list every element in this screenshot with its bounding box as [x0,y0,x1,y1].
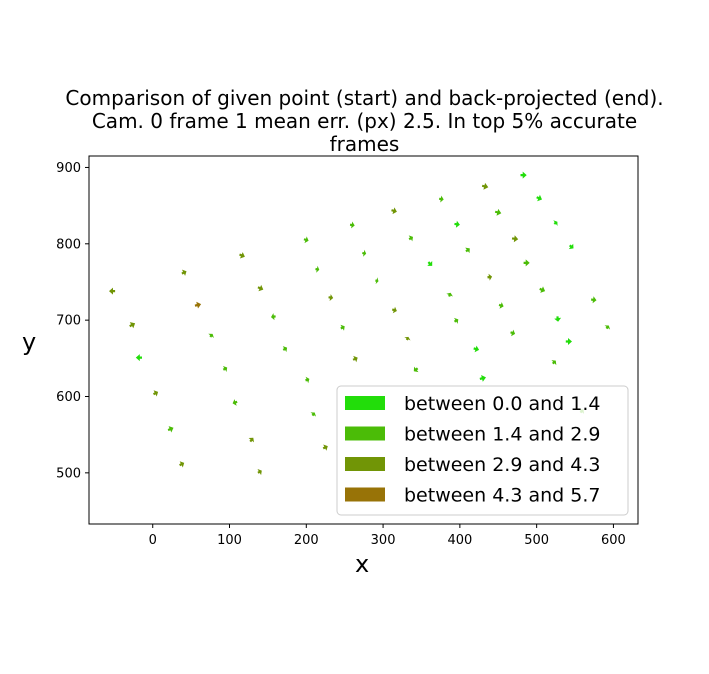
error-arrow [349,221,355,229]
error-arrow [352,355,358,363]
y-tick-label: 500 [56,466,81,481]
error-arrow [427,261,433,266]
error-arrow [181,269,187,276]
error-arrow [328,294,334,301]
error-arrow [257,469,262,476]
error-arrow [591,296,597,304]
error-arrow [454,220,460,228]
error-arrow [208,333,214,338]
error-arrow [487,273,493,281]
y-tick-label: 900 [56,161,81,176]
legend-label: between 4.3 and 5.7 [404,485,600,507]
x-tick-label: 0 [149,533,157,548]
error-arrow [539,286,546,293]
error-arrow [520,171,527,179]
error-arrow [568,243,574,250]
error-arrow [248,437,254,443]
error-arrow [194,301,202,309]
x-tick-label: 200 [294,533,319,548]
error-arrow [510,329,516,337]
x-tick-label: 100 [217,533,242,548]
error-arrow [167,426,174,433]
y-tick-label: 800 [56,237,81,252]
error-arrow [391,207,397,215]
error-arrow [303,236,309,244]
error-arrow [222,366,228,372]
error-arrow [536,194,542,202]
error-arrow [322,444,328,451]
error-arrow [494,208,502,216]
error-arrow [375,277,379,285]
error-arrow [257,284,264,292]
error-arrow [391,306,397,314]
plot-frame [88,155,639,525]
error-arrow [109,287,116,295]
chart-title-line-3: frames [329,132,400,156]
error-arrow [179,461,185,468]
error-arrow [340,324,345,331]
x-tick-label: 400 [447,533,472,548]
error-arrow [408,235,413,242]
error-arrow [153,390,159,397]
error-arrow [362,249,367,257]
error-arrow [282,346,288,353]
y-tick-label: 700 [56,314,81,329]
legend-box [336,385,629,516]
legend-label: between 0.0 and 1.4 [404,393,600,415]
error-arrow [453,317,459,324]
error-arrow [404,336,411,341]
error-arrow [413,366,419,373]
error-arrow [511,235,519,243]
legend-swatch [345,457,385,471]
error-arrow [551,360,557,366]
chart-title-line-1: Comparison of given point (start) and ba… [65,86,664,110]
error-arrow [232,399,238,406]
chart-title-line-2: Cam. 0 frame 1 mean err. (px) 2.5. In to… [91,109,638,133]
error-arrow [239,252,245,259]
error-arrow [565,338,572,345]
error-arrow [473,345,480,353]
x-axis-ticks: 0 100 200 300 400 500 600 [149,524,626,548]
legend-label: between 1.4 and 2.9 [404,424,600,446]
error-arrow [446,292,453,297]
legend: between 0.0 and 1.4 between 1.4 and 2.9 be… [336,385,629,516]
arrow-layer [109,171,611,476]
legend-label: between 2.9 and 4.3 [404,454,600,476]
x-axis-label: x [355,550,370,578]
error-arrow [554,316,562,322]
x-tick-label: 300 [371,533,396,548]
x-tick-label: 500 [524,533,549,548]
error-arrow [305,376,310,384]
error-arrow [498,302,504,309]
error-arrow [271,313,276,321]
error-arrow [465,247,470,254]
y-tick-label: 600 [56,390,81,405]
error-arrow [135,354,142,362]
error-arrow [481,182,489,190]
legend-swatch [345,487,385,502]
legend-swatch [345,426,385,441]
error-arrow [479,375,486,382]
legend-swatch [345,396,385,410]
y-axis-label: y [22,328,37,356]
x-tick-label: 600 [601,533,626,548]
error-arrow [604,325,611,330]
error-arrow [553,220,558,226]
error-arrow [315,265,320,273]
y-axis-ticks: 500 600 700 800 900 [56,161,89,481]
error-arrow [439,195,444,203]
error-arrow [129,322,136,329]
error-arrow [310,412,316,417]
error-arrow [523,259,530,267]
